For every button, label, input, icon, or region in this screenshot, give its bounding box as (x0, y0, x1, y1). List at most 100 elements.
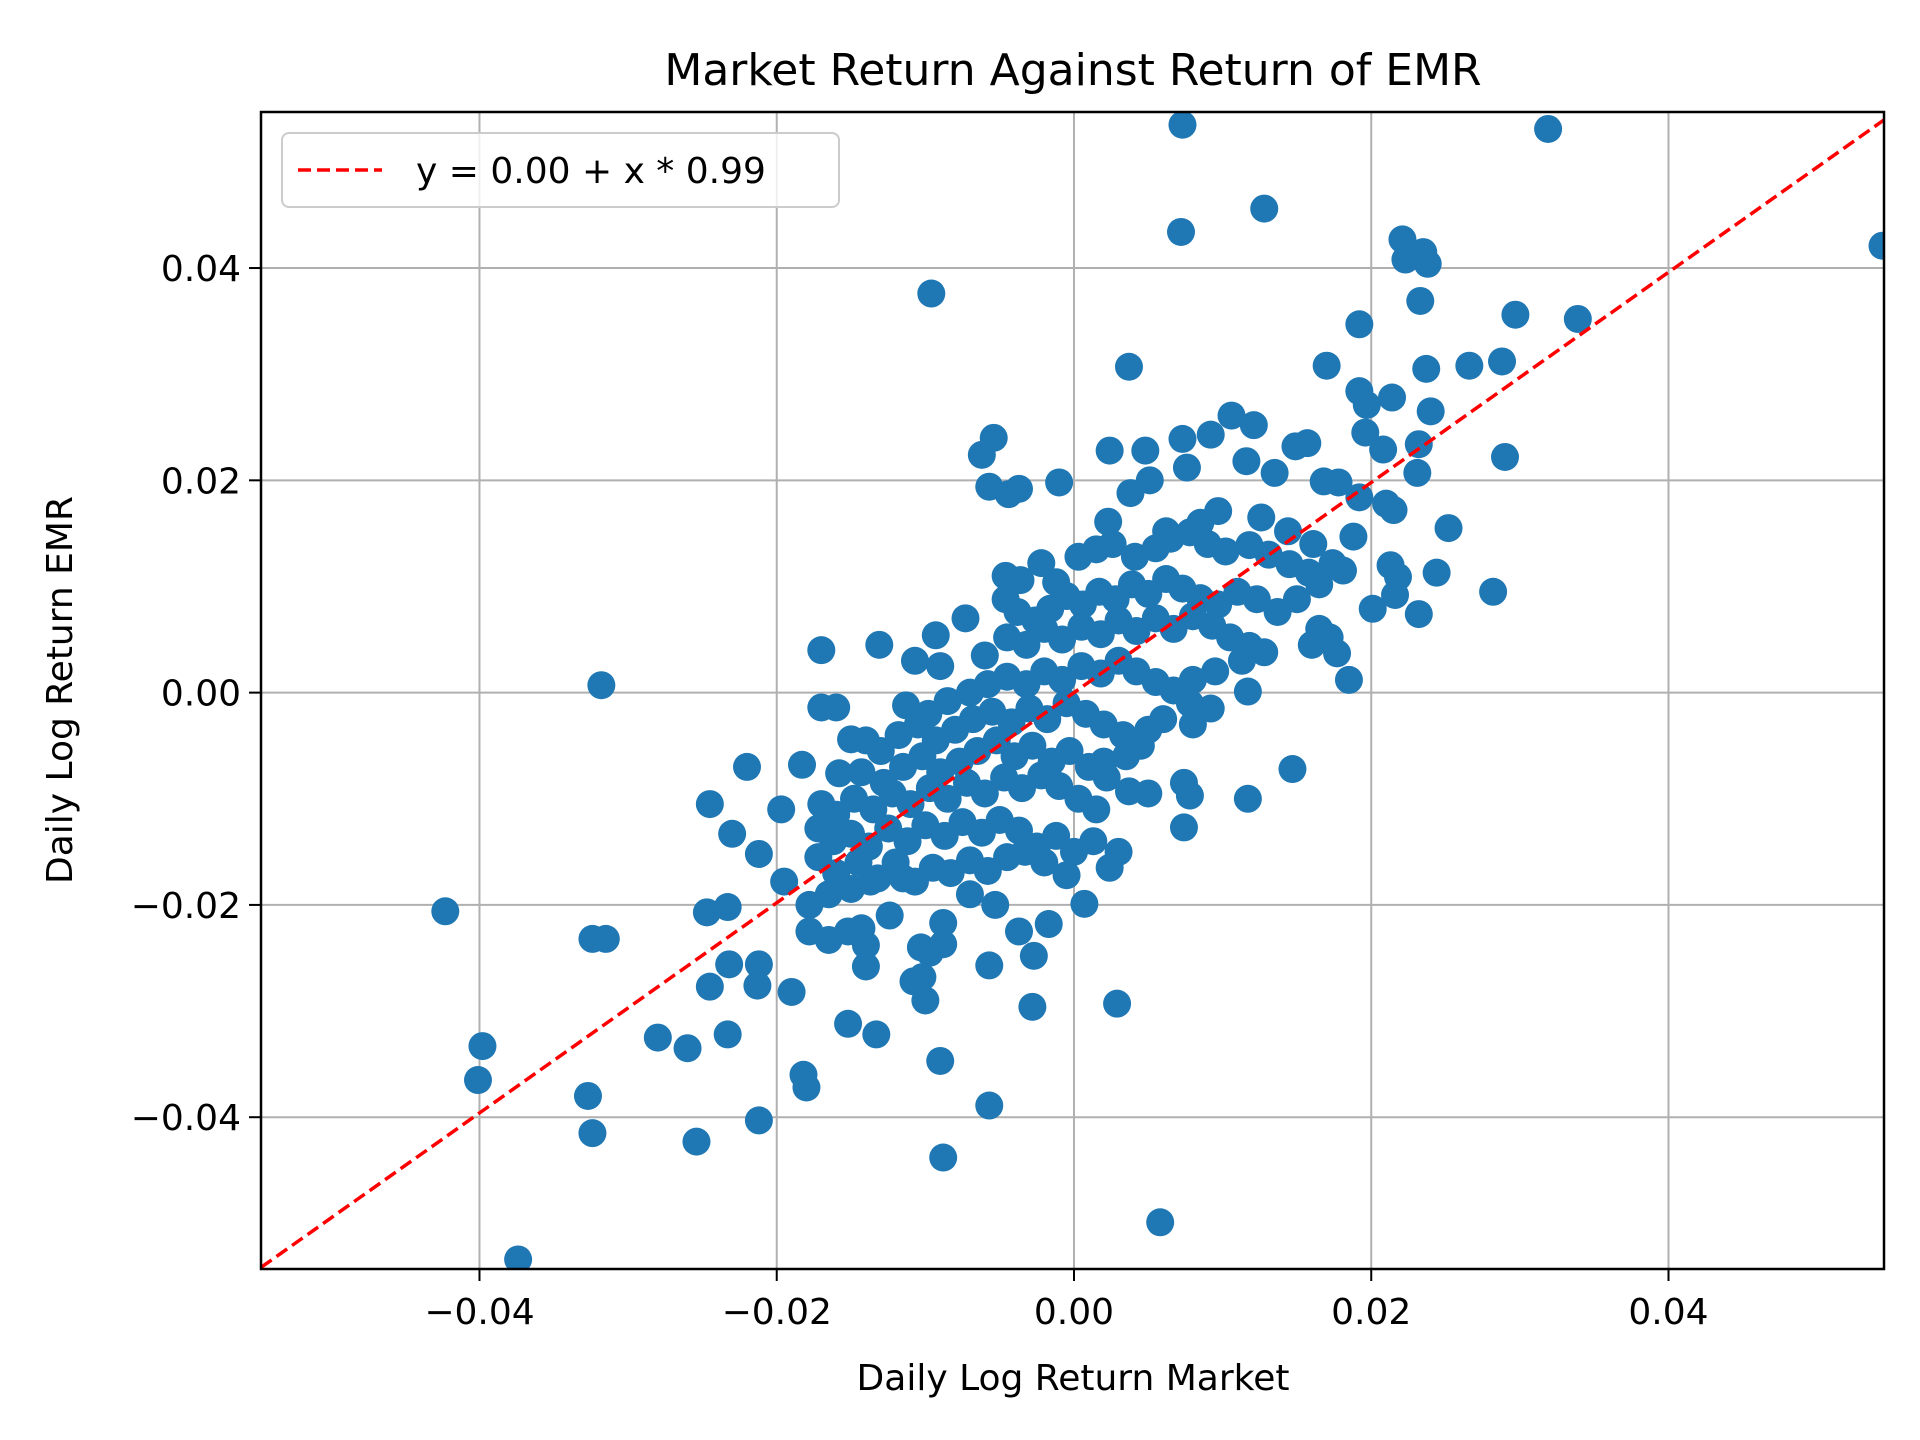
data-point (1052, 861, 1081, 890)
data-point (1095, 853, 1124, 882)
data-point (851, 952, 880, 981)
regression-line (261, 118, 1884, 1269)
data-point (1247, 503, 1276, 532)
data-point (1112, 742, 1141, 771)
data-point (875, 901, 904, 930)
data-point (718, 819, 747, 848)
data-point (1004, 917, 1033, 946)
data-point (1491, 442, 1520, 471)
y-tick-label: 0.02 (161, 461, 241, 502)
data-point (929, 1143, 958, 1172)
data-point (1131, 436, 1160, 465)
data-point (1030, 848, 1059, 877)
data-point (1299, 530, 1328, 559)
data-point (970, 779, 999, 808)
data-point (682, 1127, 711, 1156)
data-point (1045, 468, 1074, 497)
data-point (955, 880, 984, 909)
data-point (1006, 566, 1035, 595)
data-point (463, 1066, 492, 1095)
data-point (1242, 585, 1271, 614)
data-point (1095, 436, 1124, 465)
data-point (1114, 777, 1143, 806)
data-point (903, 710, 932, 739)
x-tick-label: 0.00 (1034, 1292, 1114, 1333)
data-point (929, 930, 958, 959)
data-point (859, 795, 888, 824)
y-tick-label: 0.00 (161, 674, 241, 715)
data-point (1082, 795, 1111, 824)
data-point (1391, 245, 1420, 274)
data-point (1329, 556, 1357, 585)
y-axis-ticks: −0.04 −0.02 0.00 0.02 0.04 (131, 249, 261, 1139)
legend-box (281, 132, 840, 208)
data-point (1018, 731, 1047, 760)
data-point (933, 687, 962, 716)
legend-entry-fit: y = 0.00 + x * 0.99 (416, 151, 766, 192)
data-point (1114, 352, 1143, 381)
data-point (1055, 737, 1084, 766)
data-point (1352, 390, 1381, 419)
data-point (1098, 530, 1127, 559)
axes-frame (259, 110, 1886, 1271)
data-point (933, 784, 962, 813)
y-tick-label: −0.04 (131, 1098, 241, 1139)
data-point (900, 646, 929, 675)
data-point (1239, 411, 1268, 440)
scatter-points (431, 112, 1884, 1269)
data-point (587, 671, 616, 700)
data-point (908, 742, 937, 771)
data-point (967, 440, 996, 469)
data-point (847, 758, 876, 787)
data-point (1379, 496, 1408, 525)
data-point (981, 890, 1010, 919)
data-point (951, 604, 980, 633)
x-tick-label: −0.02 (722, 1292, 832, 1333)
data-point (822, 693, 851, 722)
data-point (856, 867, 885, 896)
data-point (862, 1020, 891, 1049)
data-point (767, 795, 796, 824)
data-point (1293, 429, 1322, 458)
data-point (926, 652, 955, 681)
data-point (973, 856, 1002, 885)
data-point (917, 279, 946, 308)
data-point (1166, 217, 1195, 246)
data-point (1250, 194, 1279, 223)
data-point (908, 963, 937, 992)
data-point (866, 737, 895, 766)
data-point (1378, 383, 1407, 412)
data-point (1169, 813, 1198, 842)
data-point (1416, 397, 1445, 426)
data-point (1479, 577, 1508, 606)
data-point (715, 950, 744, 979)
data-point (744, 1106, 773, 1135)
data-point (1278, 755, 1307, 784)
data-point (1146, 1208, 1175, 1237)
y-tick-label: −0.02 (131, 886, 241, 927)
data-point (713, 893, 742, 922)
data-point (1422, 558, 1451, 587)
legend: y = 0.00 + x * 0.99 (281, 132, 840, 208)
data-point (1034, 910, 1063, 939)
data-point (1204, 497, 1233, 526)
data-point (1018, 992, 1047, 1021)
data-point (431, 897, 460, 926)
data-point (1027, 549, 1056, 578)
x-tick-label: 0.04 (1628, 1292, 1708, 1333)
data-point (777, 977, 806, 1006)
data-point (1232, 447, 1261, 476)
data-point (1134, 715, 1163, 744)
data-point (1282, 585, 1311, 614)
data-point (744, 839, 773, 868)
data-point (994, 480, 1023, 509)
data-point (1233, 784, 1262, 813)
data-point (733, 752, 762, 781)
data-point (1334, 665, 1363, 694)
data-point (1201, 657, 1230, 686)
data-point (1042, 821, 1071, 850)
data-point (929, 908, 958, 937)
data-point (1412, 354, 1441, 383)
data-point (1250, 638, 1279, 667)
